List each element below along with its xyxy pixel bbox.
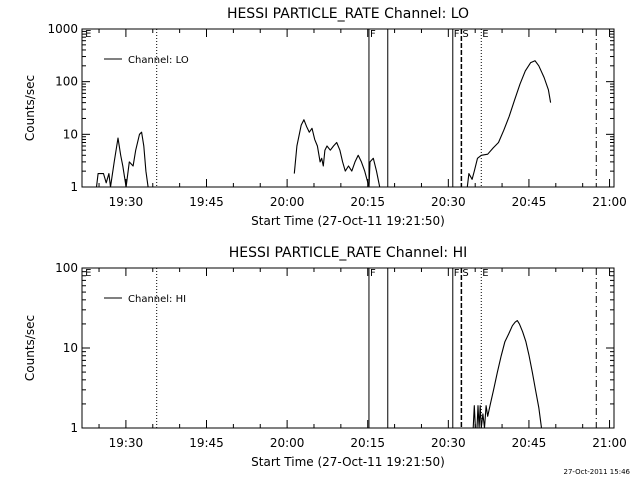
series-line [293, 119, 383, 188]
event-marker-label: E [85, 29, 91, 40]
x-tick-label: 20:30 [431, 436, 466, 450]
y-tick-label: 10 [63, 341, 78, 355]
x-tick-label: 21:00 [592, 436, 627, 450]
legend-label: Channel: HI [128, 294, 186, 305]
x-tick-label: 20:45 [512, 195, 547, 209]
x-tick-label: 19:30 [109, 436, 144, 450]
event-marker-label: E [85, 268, 91, 279]
y-tick-label: 100 [55, 75, 78, 89]
chart-title: HESSI PARTICLE_RATE Channel: HI [229, 245, 467, 261]
series-line [472, 320, 543, 429]
legend-label: Channel: LO [128, 55, 189, 66]
event-marker-label: F [454, 268, 460, 279]
series-line [95, 131, 149, 188]
footer-timestamp: 27-Oct-2011 15:46 [564, 468, 631, 476]
event-marker-label: F [454, 29, 460, 40]
x-tick-label: 20:00 [270, 195, 305, 209]
x-tick-label: 20:45 [512, 436, 547, 450]
event-marker-label: E [482, 268, 488, 279]
x-axis-label: Start Time (27-Oct-11 19:21:50) [251, 455, 445, 469]
x-tick-label: 21:00 [592, 195, 627, 209]
y-tick-label: 10 [63, 127, 78, 141]
x-tick-label: 20:00 [270, 436, 305, 450]
series-line [466, 60, 552, 188]
x-tick-label: 19:45 [189, 436, 224, 450]
event-marker-label: F [370, 268, 376, 279]
x-tick-label: 20:30 [431, 195, 466, 209]
y-tick-label: 1 [70, 421, 78, 435]
y-tick-label: 1 [70, 180, 78, 194]
x-tick-label: 19:30 [109, 195, 144, 209]
plot-frame [81, 267, 615, 429]
x-axis-label: Start Time (27-Oct-11 19:21:50) [251, 214, 445, 228]
chart-title: HESSI PARTICLE_RATE Channel: LO [227, 6, 469, 22]
y-tick-label: 1000 [47, 22, 78, 36]
y-tick-label: 100 [55, 261, 78, 275]
event-marker-label: S [462, 29, 468, 40]
event-marker-label: F [370, 29, 376, 40]
plot-frame [81, 28, 615, 188]
x-tick-label: 20:15 [350, 436, 385, 450]
event-marker-label: S [462, 268, 468, 279]
x-tick-label: 20:15 [350, 195, 385, 209]
y-axis-label: Counts/sec [23, 75, 37, 141]
event-marker-label: E [482, 29, 488, 40]
x-tick-label: 19:45 [189, 195, 224, 209]
y-axis-label: Counts/sec [23, 315, 37, 381]
